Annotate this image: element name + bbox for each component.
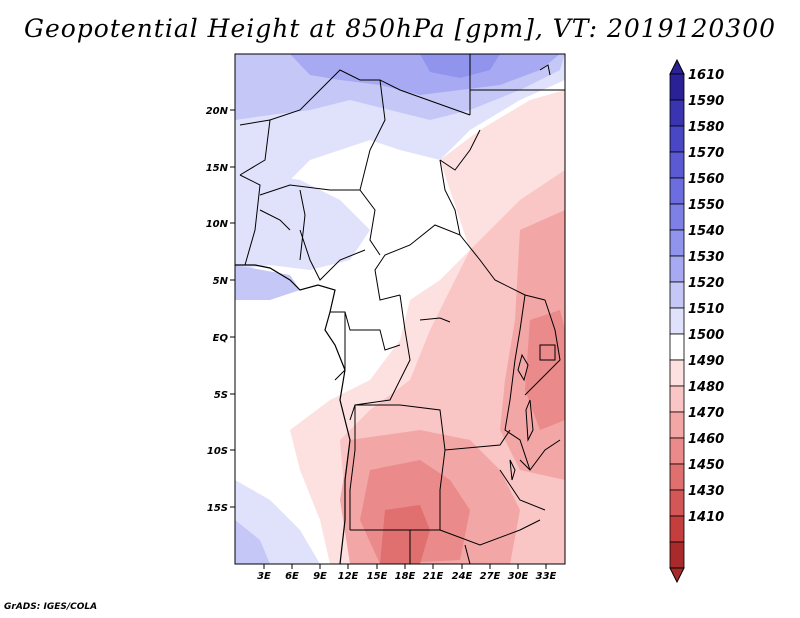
- lon-label: 27E: [480, 571, 501, 582]
- colorbar-segment: [669, 333, 685, 361]
- colorbar-level-label: 1480: [688, 380, 724, 395]
- colorbar-segment: [669, 385, 685, 413]
- colorbar-segment: [669, 73, 685, 101]
- lat-axis: 20N 15N 10N 5N EQ 5S 10S 15S: [206, 106, 235, 514]
- colorbar-level-label: 1580: [688, 120, 724, 135]
- colorbar-level-label: 1450: [688, 458, 724, 473]
- colorbar-segment: [669, 177, 685, 205]
- colorbar-segment: [669, 203, 685, 231]
- colorbar-segment: [669, 255, 685, 283]
- colorbar-segment: [669, 229, 685, 257]
- colorbar-segment: [669, 515, 685, 543]
- lon-axis: 3E 6E 9E 12E 15E 18E 21E 24E 27E 30E 33E: [257, 564, 557, 582]
- colorbar-level-label: 1540: [688, 224, 724, 239]
- lat-label: EQ: [213, 333, 229, 344]
- lon-label: 9E: [313, 571, 327, 582]
- colorbar-segment: [669, 437, 685, 465]
- lat-label: 10N: [206, 219, 229, 230]
- lon-label: 33E: [536, 571, 557, 582]
- colorbar-level-label: 1510: [688, 302, 724, 317]
- colorbar-level-label: 1570: [688, 146, 724, 161]
- colorbar-segment: [669, 489, 685, 517]
- lon-label: 18E: [395, 571, 416, 582]
- colorbar-segment: [669, 125, 685, 153]
- colorbar-level-label: 1410: [688, 510, 724, 525]
- lon-label: 3E: [257, 571, 271, 582]
- country-borders: [235, 54, 565, 564]
- colorbar-segment: [669, 411, 685, 439]
- lon-label: 24E: [452, 571, 473, 582]
- lon-label: 12E: [338, 571, 359, 582]
- map-title: Geopotential Height at 850hPa [gpm], VT:…: [23, 14, 777, 43]
- colorbar-level-label: 1430: [688, 484, 724, 499]
- colorbar-segment: [669, 541, 685, 569]
- colorbar-labels: 1610 1590 1580 1570 1560 1550 1540 1530 1520 1510…: [688, 68, 724, 525]
- colorbar-level-label: 1500: [688, 328, 724, 343]
- colorbar-level-label: 1470: [688, 406, 724, 421]
- colorbar-segment: [669, 359, 685, 387]
- colorbar-level-label: 1550: [688, 198, 724, 213]
- lat-label: 15S: [207, 503, 228, 514]
- colorbar-segment: [669, 151, 685, 179]
- colorbar-top-arrow: [669, 58, 685, 75]
- lat-label: 5S: [214, 390, 228, 401]
- lon-label: 6E: [285, 571, 299, 582]
- footer-credit: GrADS: IGES/COLA: [4, 602, 98, 612]
- colorbar-segment: [669, 281, 685, 309]
- colorbar-level-label: 1460: [688, 432, 724, 447]
- lat-label: 10S: [207, 446, 228, 457]
- colorbar-segment: [669, 463, 685, 491]
- colorbar-level-label: 1520: [688, 276, 724, 291]
- lat-label: 5N: [213, 276, 229, 287]
- lon-label: 21E: [423, 571, 444, 582]
- colorbar-bottom-arrow: [669, 567, 685, 584]
- colorbar-level-label: 1590: [688, 94, 724, 109]
- lat-label: 15N: [206, 163, 229, 174]
- lon-label: 30E: [508, 571, 529, 582]
- colorbar-segment: [669, 99, 685, 127]
- geopotential-field: [235, 54, 565, 564]
- colorbar-level-label: 1530: [688, 250, 724, 265]
- lon-label: 15E: [367, 571, 388, 582]
- map-frame: [234, 53, 566, 565]
- colorbar-level-label: 1560: [688, 172, 724, 187]
- colorbar-segment: [669, 307, 685, 335]
- colorbar-level-label: 1490: [688, 354, 724, 369]
- colorbar-level-label: 1610: [688, 68, 724, 83]
- colorbar: [669, 58, 685, 584]
- lat-label: 20N: [206, 106, 229, 117]
